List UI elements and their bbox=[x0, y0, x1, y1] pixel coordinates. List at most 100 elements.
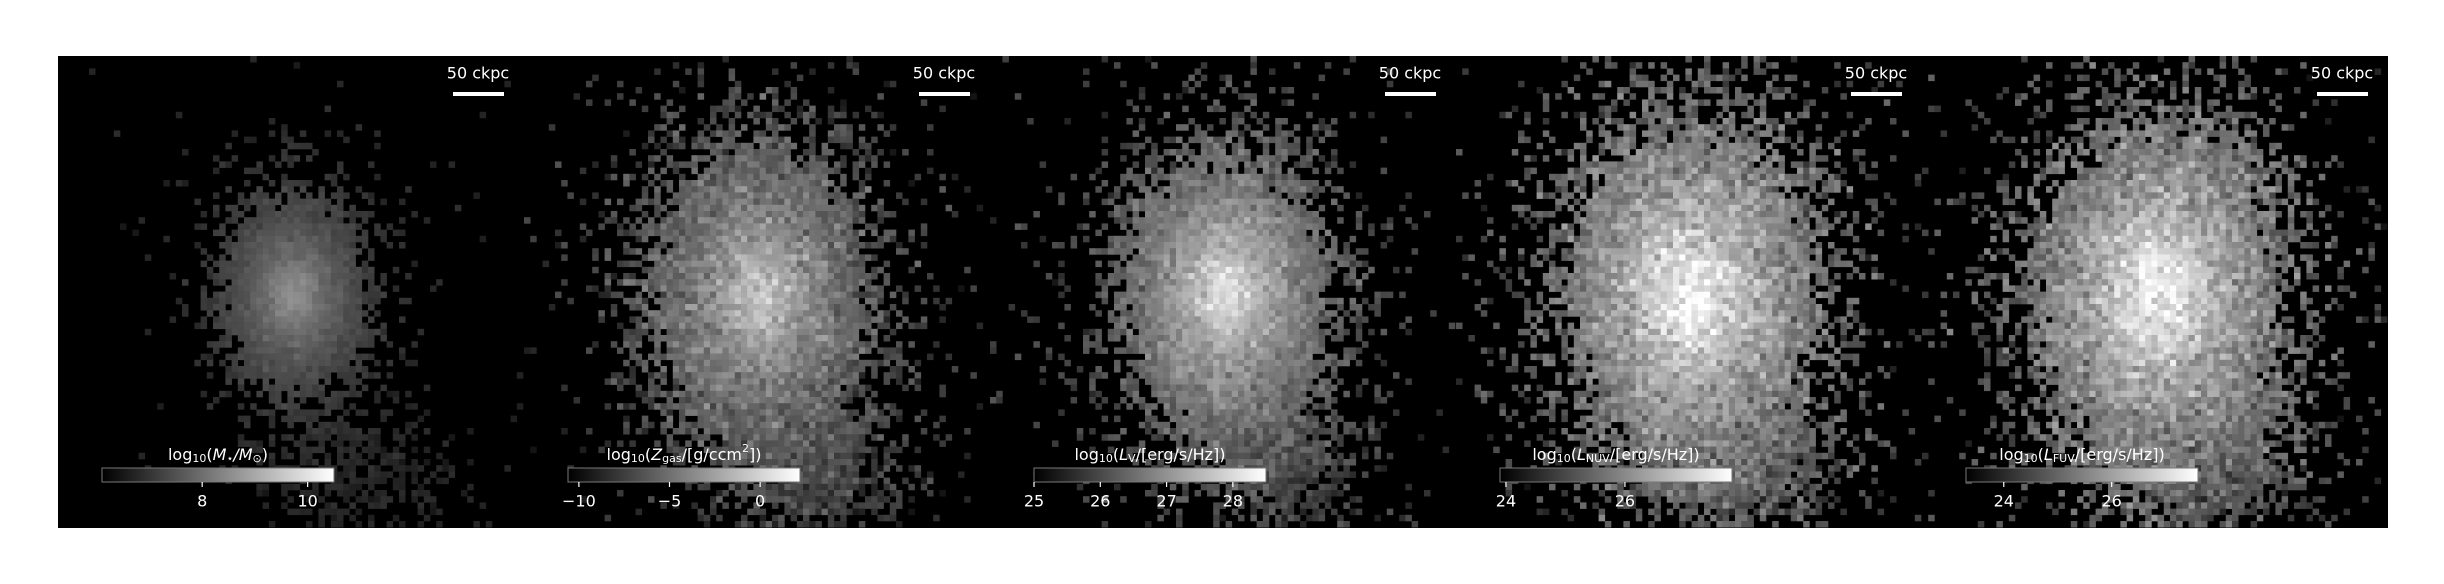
pixel bbox=[374, 390, 381, 398]
pixel bbox=[1244, 235, 1251, 243]
pixel bbox=[834, 508, 841, 516]
pixel bbox=[1163, 260, 1171, 268]
pixel bbox=[803, 496, 810, 503]
pixel bbox=[1188, 279, 1195, 286]
pixel bbox=[933, 341, 940, 348]
pixel bbox=[1213, 335, 1220, 342]
pixel bbox=[747, 260, 754, 268]
pixel bbox=[759, 248, 767, 255]
pixel bbox=[765, 279, 773, 286]
pixel bbox=[1194, 235, 1202, 243]
pixel bbox=[846, 142, 853, 150]
pixel bbox=[1014, 223, 1022, 230]
pixel bbox=[1238, 173, 1245, 181]
pixel bbox=[809, 124, 816, 131]
pixel bbox=[256, 490, 263, 497]
pixel bbox=[734, 186, 742, 193]
pixel bbox=[1318, 328, 1326, 336]
pixel bbox=[685, 403, 692, 410]
pixel bbox=[778, 260, 785, 268]
pixel bbox=[281, 490, 288, 497]
pixel bbox=[399, 353, 406, 361]
pixel bbox=[1120, 155, 1127, 162]
pixel bbox=[691, 328, 698, 336]
pixel bbox=[200, 353, 208, 361]
pixel bbox=[250, 248, 257, 255]
pixel bbox=[697, 328, 705, 336]
pixel bbox=[561, 428, 568, 435]
pixel bbox=[1355, 260, 1363, 268]
pixel bbox=[1306, 335, 1313, 342]
pixel bbox=[256, 235, 263, 243]
pixel bbox=[1231, 273, 1239, 280]
pixel bbox=[759, 521, 767, 528]
pixel bbox=[939, 304, 946, 311]
pixel bbox=[1231, 204, 1239, 212]
pixel bbox=[815, 403, 822, 410]
pixel bbox=[281, 384, 288, 392]
pixel bbox=[685, 180, 692, 187]
pixel bbox=[448, 471, 456, 478]
pixel bbox=[1238, 229, 1245, 237]
pixel bbox=[1281, 223, 1288, 230]
pixel bbox=[225, 366, 232, 373]
pixel bbox=[237, 254, 245, 261]
pixel bbox=[809, 266, 816, 274]
pixel bbox=[1244, 266, 1251, 274]
pixel bbox=[1275, 130, 1282, 137]
pixel bbox=[815, 440, 822, 447]
pixel bbox=[268, 459, 276, 466]
pixel bbox=[666, 341, 674, 348]
pixel bbox=[206, 372, 214, 379]
pixel bbox=[1318, 155, 1326, 162]
pixel bbox=[287, 198, 294, 206]
pixel bbox=[256, 347, 263, 354]
pixel bbox=[368, 434, 375, 441]
pixel bbox=[883, 372, 891, 379]
pixel bbox=[1200, 260, 1208, 268]
pixel bbox=[604, 291, 612, 299]
pixel bbox=[710, 446, 717, 454]
pixel bbox=[318, 254, 325, 261]
pixel bbox=[1250, 217, 1257, 224]
pixel bbox=[1126, 248, 1133, 255]
pixel bbox=[734, 142, 742, 150]
pixel bbox=[386, 359, 394, 367]
pixel bbox=[1182, 167, 1189, 175]
pixel bbox=[772, 99, 779, 106]
pixel bbox=[1145, 136, 1152, 144]
pixel bbox=[765, 372, 773, 379]
pixel bbox=[442, 477, 449, 485]
pixel bbox=[660, 136, 667, 144]
pixel bbox=[392, 477, 400, 485]
pixel bbox=[1306, 149, 1313, 156]
pixel bbox=[1331, 161, 1338, 168]
pixel bbox=[1194, 254, 1202, 261]
pixel bbox=[728, 304, 736, 311]
pixel bbox=[759, 266, 767, 274]
pixel bbox=[287, 409, 294, 416]
pixel bbox=[716, 490, 723, 497]
pixel bbox=[815, 477, 822, 485]
pixel bbox=[1219, 291, 1226, 299]
pixel bbox=[710, 353, 717, 361]
pixel bbox=[778, 341, 785, 348]
pixel bbox=[225, 310, 232, 317]
pixel bbox=[672, 273, 680, 280]
pixel bbox=[679, 452, 686, 460]
pixel bbox=[827, 366, 835, 373]
pixel bbox=[772, 459, 779, 466]
pixel bbox=[679, 266, 686, 274]
pixel bbox=[703, 142, 711, 150]
pixel bbox=[355, 409, 363, 416]
pixel bbox=[821, 471, 829, 478]
pixel bbox=[883, 335, 891, 342]
pixel bbox=[747, 322, 754, 330]
pixel bbox=[852, 459, 860, 466]
pixel bbox=[703, 421, 711, 429]
pixel bbox=[623, 328, 630, 336]
pixel bbox=[306, 279, 313, 286]
pixel bbox=[287, 403, 294, 410]
pixel bbox=[728, 273, 736, 280]
pixel bbox=[1331, 335, 1338, 342]
